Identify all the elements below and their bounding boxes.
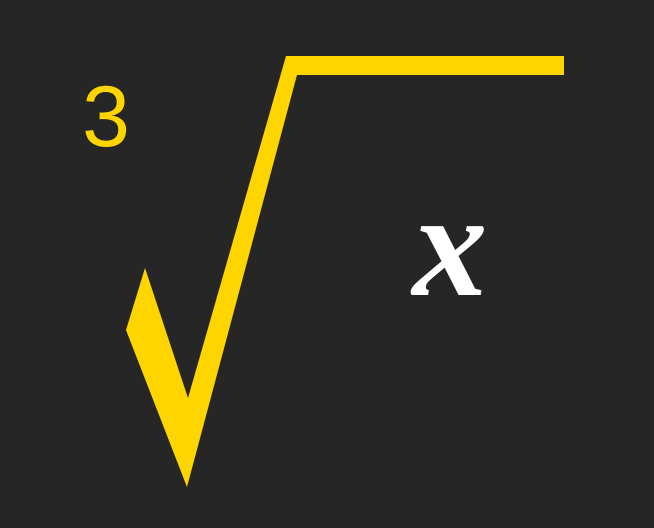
radicand-variable: x [412,162,488,328]
root-index: 3 [82,69,130,165]
